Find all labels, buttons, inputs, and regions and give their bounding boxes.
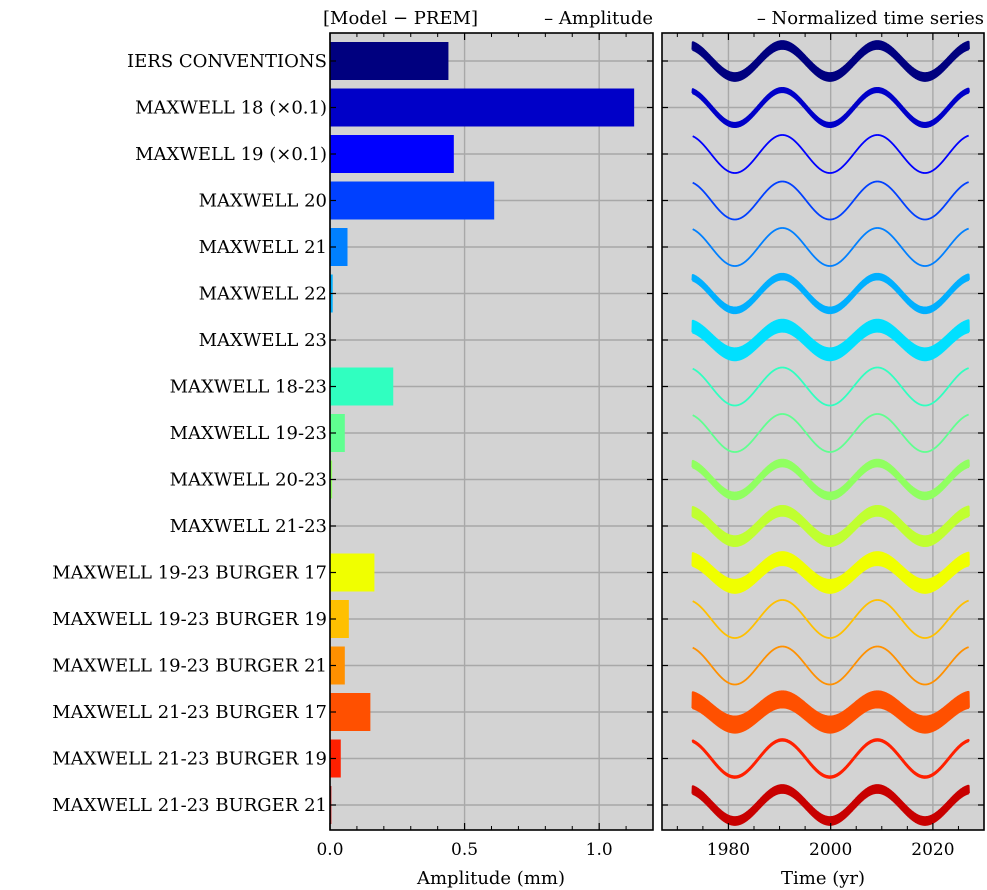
amplitude-bar: [330, 228, 348, 266]
category-label: MAXWELL 21-23 BURGER 19: [52, 749, 327, 770]
timeseries-grid: [662, 33, 984, 830]
timeseries-x-tick-label: 2000: [809, 840, 852, 860]
timeseries-panel: 1980 2000 2020 Time (yr) – Normalized time…: [661, 8, 985, 889]
timeseries-line: [691, 738, 970, 779]
category-label: MAXWELL 19-23: [170, 423, 327, 444]
timeseries-lines: [691, 40, 970, 826]
category-label: MAXWELL 19-23 BURGER 21: [52, 656, 327, 677]
timeseries-line: [692, 599, 970, 639]
timeseries-line: [691, 86, 970, 129]
timeseries-line: [692, 413, 970, 453]
timeseries-line: [691, 690, 970, 734]
amplitude-x-tick-label: 0.5: [451, 840, 478, 860]
amplitude-bar: [330, 135, 454, 173]
category-labels: IERS CONVENTIONS MAXWELL 18 (×0.1) MAXWELL…: [52, 51, 327, 816]
amplitude-x-tick-labels: 0.0 0.5 1.0: [316, 840, 612, 860]
category-label: MAXWELL 19-23 BURGER 17: [52, 563, 327, 584]
timeseries-line: [691, 504, 970, 548]
timeseries-line: [692, 180, 970, 221]
amplitude-bar: [330, 181, 495, 220]
timeseries-x-tick-label: 2020: [911, 840, 954, 860]
timeseries-plot-area: [662, 33, 984, 830]
amplitude-panel: IERS CONVENTIONS MAXWELL 18 (×0.1) MAXWELL…: [52, 8, 654, 889]
category-label: MAXWELL 18 (×0.1): [135, 98, 327, 119]
category-label: MAXWELL 18-23: [170, 377, 327, 398]
timeseries-line: [691, 458, 970, 501]
timeseries-x-tick-labels: 1980 2000 2020: [707, 840, 955, 860]
amplitude-bars: [330, 42, 635, 824]
amplitude-x-tick-label: 1.0: [586, 840, 613, 860]
amplitude-x-axis-label: Amplitude (mm): [416, 868, 565, 889]
category-label: MAXWELL 21-23 BURGER 17: [52, 702, 327, 723]
timeseries-line: [692, 227, 970, 267]
timeseries-plot-frame: [661, 32, 985, 831]
amplitude-bar: [330, 553, 375, 592]
timeseries-line: [691, 272, 970, 315]
amplitude-bar: [330, 42, 449, 80]
timeseries-line: [692, 134, 970, 174]
timeseries-ticks: [662, 33, 984, 830]
amplitude-bar: [330, 414, 345, 452]
category-label: MAXWELL 19-23 BURGER 19: [52, 609, 327, 630]
timeseries-line: [691, 318, 970, 362]
category-label: MAXWELL 19 (×0.1): [135, 144, 327, 165]
category-label: MAXWELL 21-23: [170, 516, 327, 537]
timeseries-line: [691, 40, 970, 82]
timeseries-x-axis-label: Time (yr): [781, 868, 865, 889]
category-label: IERS CONVENTIONS: [127, 51, 327, 72]
amplitude-bar: [330, 646, 345, 685]
amplitude-bar: [330, 88, 635, 127]
amplitude-ticks: [329, 33, 653, 830]
timeseries-title: – Normalized time series: [757, 8, 984, 29]
category-label: MAXWELL 21: [199, 237, 327, 258]
amplitude-bar: [330, 600, 349, 638]
timeseries-line: [692, 366, 970, 407]
category-label: MAXWELL 22: [199, 284, 327, 305]
category-label: MAXWELL 21-23 BURGER 21: [52, 795, 327, 816]
timeseries-line: [691, 551, 970, 594]
amplitude-title: – Amplitude: [544, 8, 653, 29]
amplitude-x-tick-label: 0.0: [316, 840, 343, 860]
category-label: MAXWELL 20: [199, 191, 327, 212]
category-label: MAXWELL 20-23: [170, 470, 327, 491]
panel-header: [Model − PREM]: [323, 8, 478, 29]
timeseries-x-tick-label: 1980: [707, 840, 750, 860]
amplitude-bar: [330, 367, 394, 406]
category-label: MAXWELL 23: [199, 330, 327, 351]
timeseries-line: [692, 645, 970, 686]
amplitude-bar: [330, 693, 371, 731]
